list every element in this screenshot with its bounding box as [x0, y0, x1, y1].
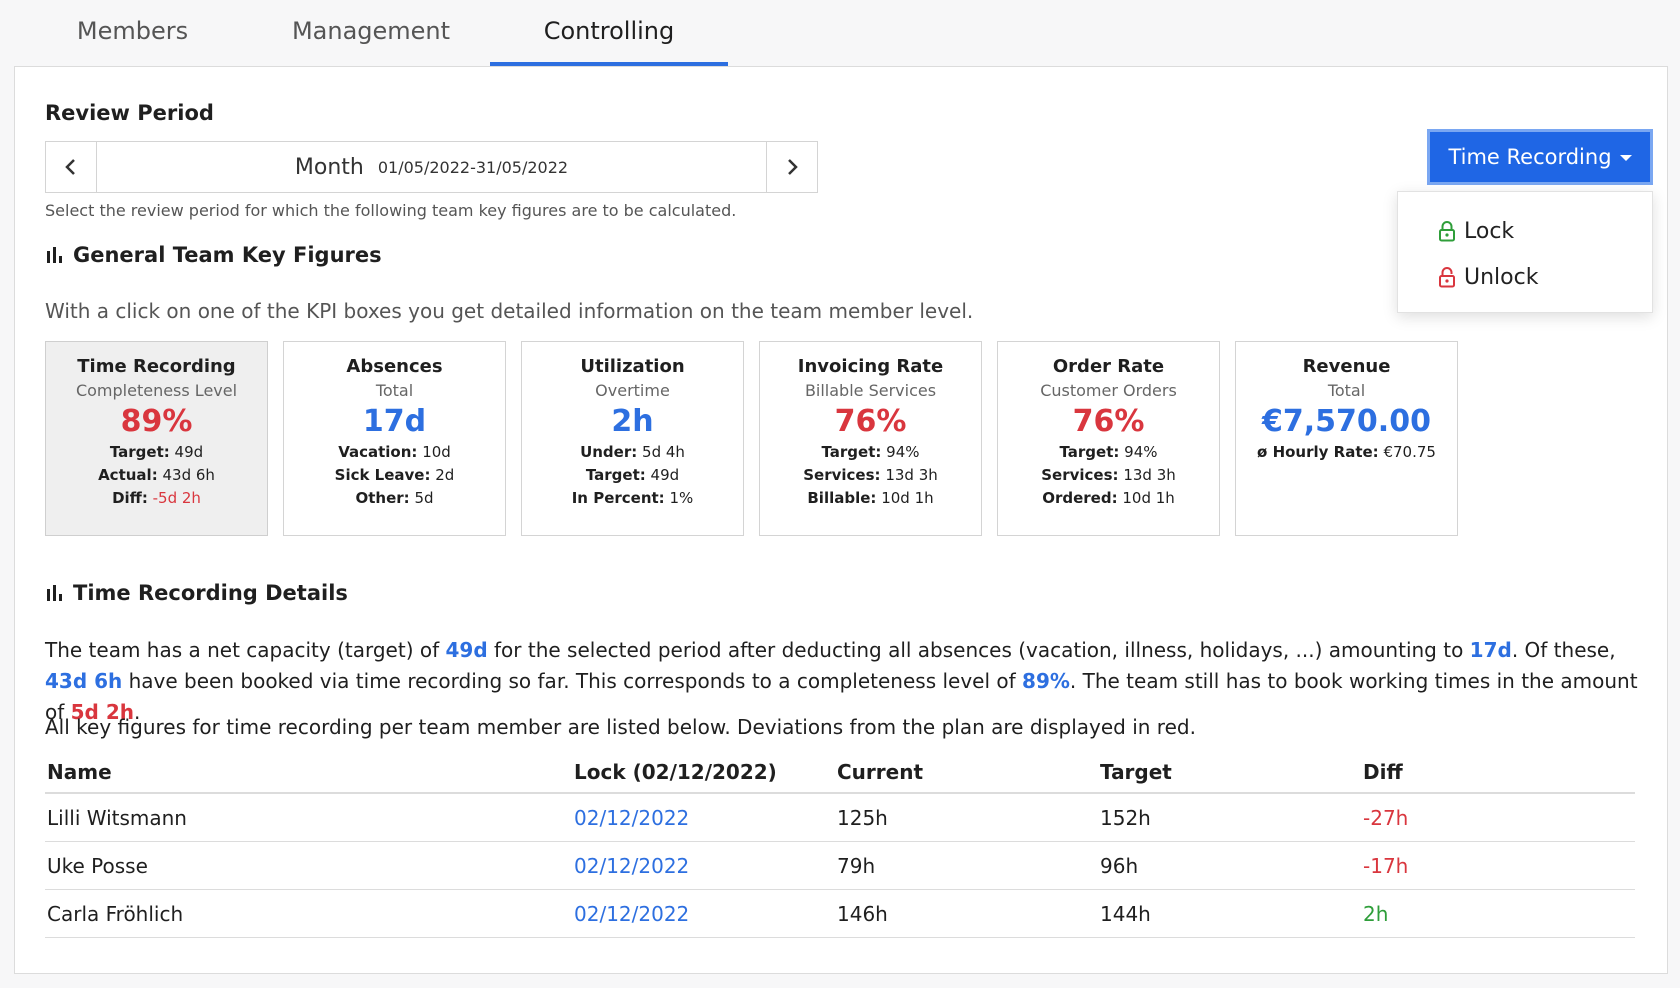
review-period-title: Review Period [45, 101, 214, 125]
cell-name: Carla Fröhlich [47, 901, 184, 926]
column-header-diff: Diff [1363, 759, 1403, 784]
kpi-value: 76% [1072, 404, 1145, 439]
kpi-utilization[interactable]: Utilization Overtime 2h Under: 5d 4h Tar… [521, 341, 744, 536]
kpi-title: Absences [346, 356, 443, 377]
kpi-title: Revenue [1302, 356, 1391, 377]
column-header-name: Name [47, 759, 112, 784]
review-period-selector: Month 01/05/2022-31/05/2022 [45, 141, 818, 193]
period-unit: Month [294, 154, 364, 180]
review-period-hint: Select the review period for which the f… [45, 201, 737, 220]
cell-name: Lilli Witsmann [47, 805, 187, 830]
kpi-line: Target: 94% [1059, 443, 1158, 461]
details-note: All key figures for time recording per t… [45, 715, 1196, 739]
chevron-left-icon [65, 159, 75, 175]
column-header-target: Target [1100, 759, 1172, 784]
lock-date-link[interactable]: 02/12/2022 [574, 853, 690, 878]
cell-current: 146h [837, 901, 888, 926]
column-header-current: Current [837, 759, 924, 784]
lock-icon [1439, 221, 1455, 242]
previous-period-button[interactable] [46, 142, 97, 192]
table-row: Lilli Witsmann 02/12/2022 125h 152h -27h [45, 794, 1635, 842]
menu-item-lock-label: Lock [1464, 218, 1515, 244]
kpi-title: Order Rate [1052, 356, 1165, 377]
menu-item-unlock-label: Unlock [1464, 264, 1539, 290]
cell-current: 79h [837, 853, 876, 878]
kpi-subtitle: Customer Orders [1040, 381, 1177, 400]
kpi-absences[interactable]: Absences Total 17d Vacation: 10d Sick Le… [283, 341, 506, 536]
menu-item-unlock[interactable]: Unlock [1438, 260, 1538, 294]
kpi-subtitle: Total [375, 381, 414, 400]
next-period-button[interactable] [766, 142, 817, 192]
cell-target: 144h [1100, 901, 1151, 926]
kpi-value: 89% [120, 404, 193, 439]
time-recording-dropdown-button[interactable]: Time Recording [1427, 129, 1653, 185]
kpi-line: Services: 13d 3h [803, 466, 938, 484]
table-header-row: Name Lock (02/12/2022) Current Target Di… [45, 751, 1635, 794]
details-summary: The team has a net capacity (target) of … [45, 638, 1638, 724]
kpi-title: Utilization [580, 356, 685, 377]
time-recording-menu: Lock Unlock [1397, 191, 1653, 313]
lock-date-link[interactable]: 02/12/2022 [574, 901, 690, 926]
kpi-line: Target: 94% [821, 443, 920, 461]
kpi-subtitle: Completeness Level [75, 381, 238, 400]
kpi-line: ø Hourly Rate: €70.75 [1257, 443, 1436, 461]
kpi-subtitle: Overtime [595, 381, 670, 400]
cell-name: Uke Posse [47, 853, 148, 878]
tab-controlling[interactable]: Controlling [490, 0, 728, 66]
menu-item-lock[interactable]: Lock [1438, 214, 1514, 248]
kpi-value: 2h [611, 404, 654, 439]
lock-date-link[interactable]: 02/12/2022 [574, 805, 690, 830]
kpi-line: In Percent: 1% [571, 489, 694, 507]
kpi-time-recording[interactable]: Time Recording Completeness Level 89% Ta… [45, 341, 268, 536]
kpi-title: Time Recording [77, 356, 236, 377]
kpi-value: 76% [834, 404, 907, 439]
cell-diff: -17h [1363, 853, 1409, 878]
general-key-figures-title: General Team Key Figures [45, 243, 382, 267]
cell-diff: -27h [1363, 805, 1409, 830]
kpi-line: Billable: 10d 1h [807, 489, 934, 507]
bar-chart-icon [47, 585, 62, 601]
tab-members[interactable]: Members [76, 17, 189, 45]
time-recording-table: Name Lock (02/12/2022) Current Target Di… [45, 751, 1635, 938]
kpi-line: Ordered: 10d 1h [1042, 489, 1175, 507]
kpi-line: Vacation: 10d [338, 443, 451, 461]
kpi-invoicing-rate[interactable]: Invoicing Rate Billable Services 76% Tar… [759, 341, 982, 536]
time-recording-details-title: Time Recording Details [45, 581, 348, 605]
tab-bar: Members Management Controlling [0, 0, 1680, 66]
kpi-line: Target: 49d [585, 466, 680, 484]
table-row: Carla Fröhlich 02/12/2022 146h 144h 2h [45, 890, 1635, 938]
kpi-value: 17d [362, 404, 427, 439]
time-recording-button-label: Time Recording [1448, 145, 1612, 169]
kpi-line: Diff: -5d 2h [112, 489, 201, 507]
unlock-icon [1439, 267, 1455, 288]
table-row: Uke Posse 02/12/2022 79h 96h -17h [45, 842, 1635, 890]
kpi-line: Sick Leave: 2d [334, 466, 455, 484]
bar-chart-icon [47, 247, 62, 263]
kpi-line: Under: 5d 4h [580, 443, 685, 461]
general-key-figures-label: General Team Key Figures [73, 243, 382, 267]
general-key-figures-subtitle: With a click on one of the KPI boxes you… [45, 299, 974, 323]
kpi-order-rate[interactable]: Order Rate Customer Orders 76% Target: 9… [997, 341, 1220, 536]
kpi-line: Services: 13d 3h [1041, 466, 1176, 484]
chevron-right-icon [788, 159, 798, 175]
period-range: 01/05/2022-31/05/2022 [377, 157, 569, 177]
kpi-value: €7,570.00 [1262, 404, 1431, 439]
kpi-line: Other: 5d [355, 489, 434, 507]
time-recording-details-label: Time Recording Details [73, 581, 348, 605]
tab-management[interactable]: Management [291, 17, 451, 45]
cell-target: 152h [1100, 805, 1151, 830]
kpi-revenue[interactable]: Revenue Total €7,570.00 ø Hourly Rate: €… [1235, 341, 1458, 536]
kpi-subtitle: Total [1327, 381, 1366, 400]
cell-target: 96h [1100, 853, 1139, 878]
caret-down-icon [1619, 155, 1632, 161]
kpi-line: Actual: 43d 6h [98, 466, 215, 484]
period-display[interactable]: Month 01/05/2022-31/05/2022 [97, 142, 766, 192]
kpi-title: Invoicing Rate [797, 356, 944, 377]
cell-current: 125h [837, 805, 888, 830]
kpi-line: Target: 49d [109, 443, 204, 461]
column-header-lock: Lock (02/12/2022) [574, 759, 777, 784]
cell-diff: 2h [1363, 901, 1389, 926]
controlling-panel: Review Period Month 01/05/2022-31/05/202… [14, 66, 1668, 974]
kpi-subtitle: Billable Services [804, 381, 937, 400]
